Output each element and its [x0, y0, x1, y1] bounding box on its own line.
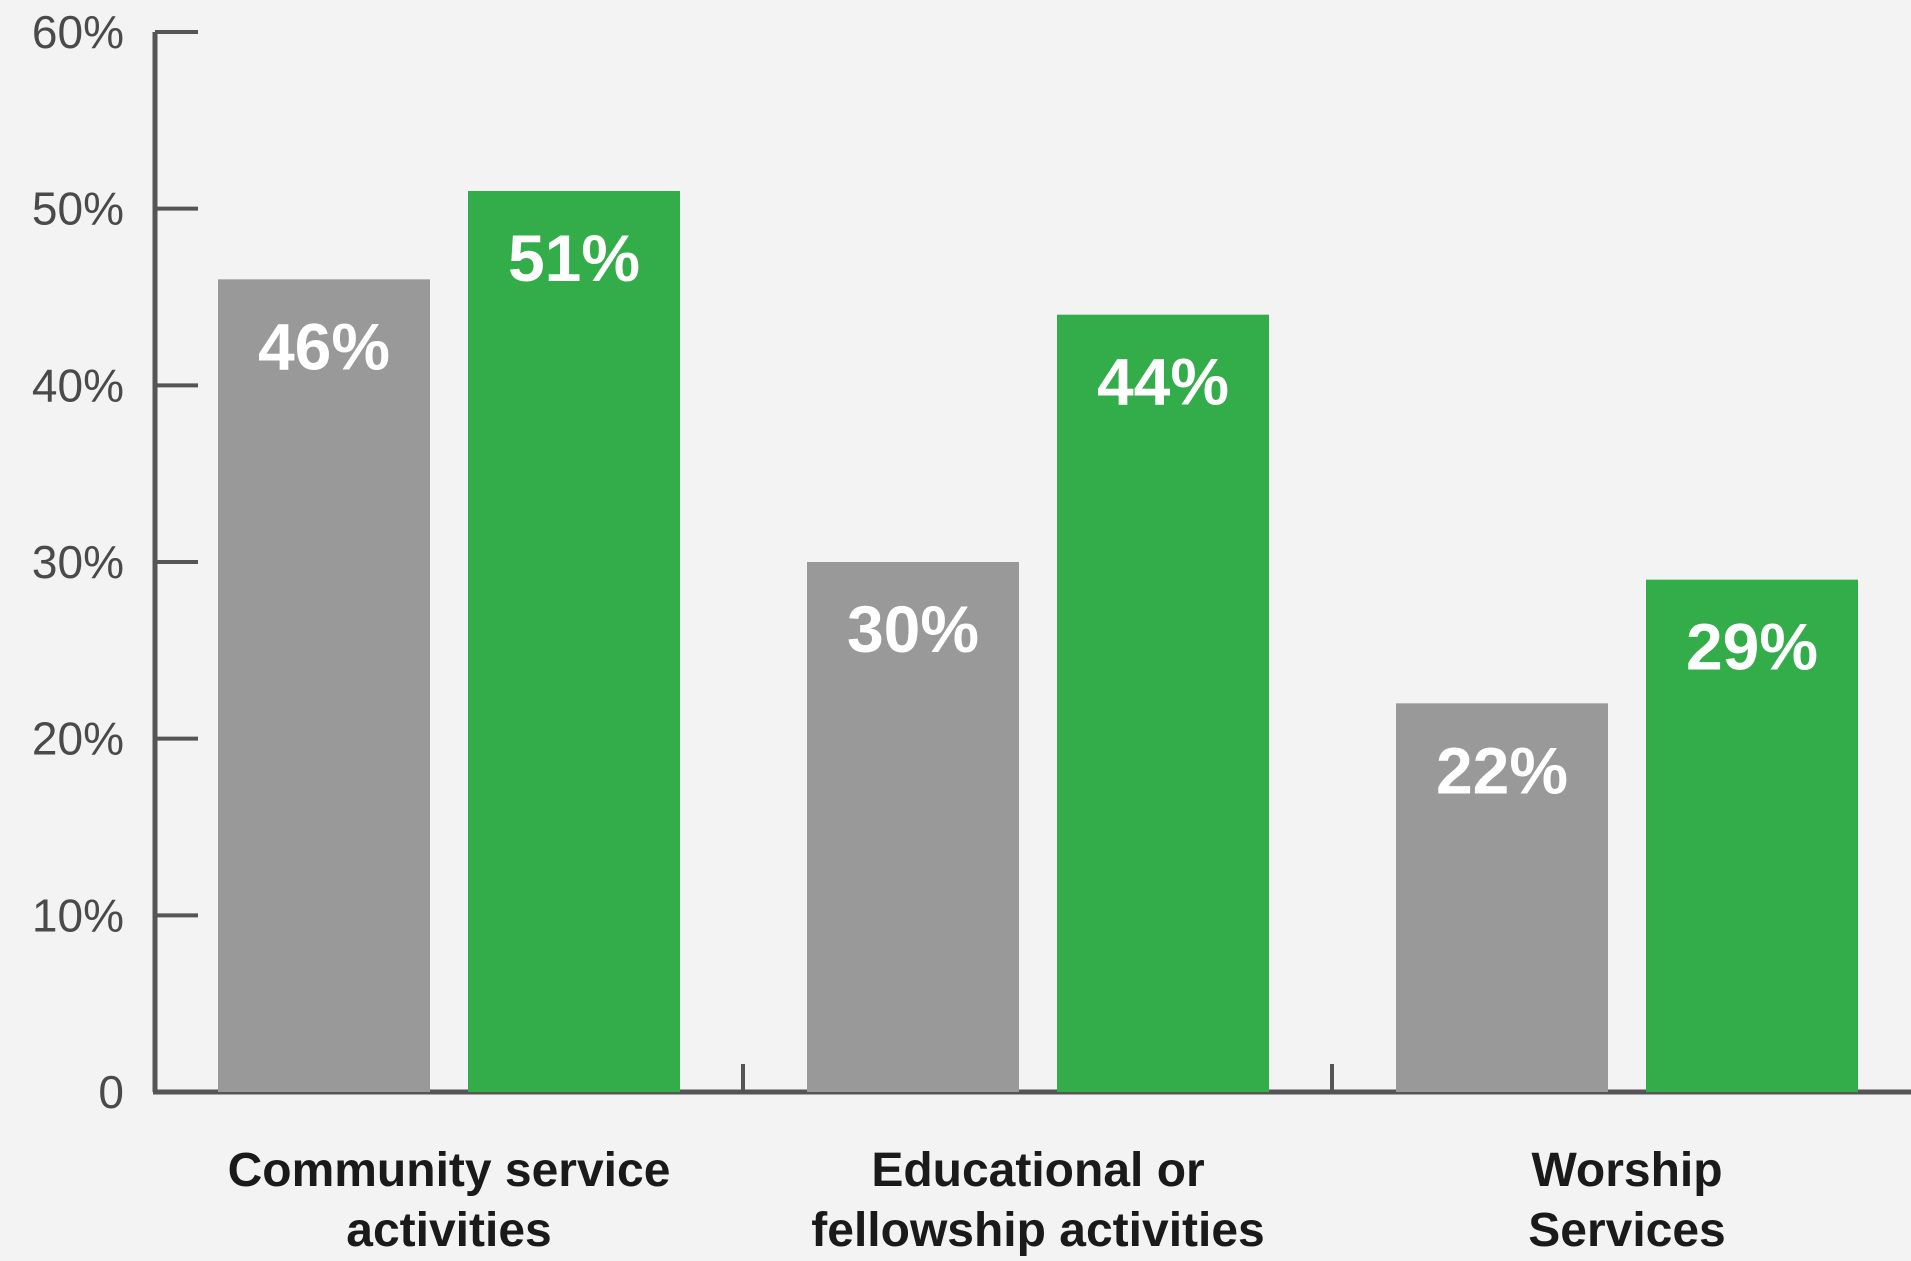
y-tick-label: 50% [32, 183, 124, 235]
data-label: 46% [258, 309, 390, 383]
x-category-label: fellowship activities [811, 1204, 1264, 1257]
category-labels: Community service activities Educational o… [228, 1144, 1726, 1257]
bar [1646, 579, 1858, 1092]
y-tick-label: 20% [32, 713, 124, 765]
bar [807, 562, 1019, 1092]
data-label: 51% [508, 221, 640, 295]
data-label: 22% [1436, 733, 1568, 807]
x-category-label: activities [346, 1204, 551, 1257]
data-label: 29% [1686, 610, 1818, 684]
x-category-label: Services [1528, 1204, 1726, 1257]
data-labels: 46% 51% 30% 44% 22% 29% [258, 221, 1818, 807]
x-category-label: Community service [228, 1144, 671, 1197]
x-category-label: Educational or [871, 1144, 1204, 1197]
bar [1396, 703, 1608, 1092]
y-tick-label: 60% [32, 6, 124, 58]
bars [218, 191, 1858, 1093]
x-axis [153, 1064, 1911, 1095]
bar [468, 191, 680, 1092]
data-label: 30% [847, 592, 979, 666]
y-tick-label: 10% [32, 889, 124, 941]
data-label: 44% [1097, 345, 1229, 419]
x-category-label: Worship [1531, 1144, 1722, 1197]
bar [218, 279, 430, 1092]
y-tick-label: 40% [32, 359, 124, 411]
bar [1057, 314, 1269, 1093]
y-axis: 0 10% 20% 30% 40% 50% 60% [32, 6, 198, 1118]
y-tick-label: 30% [32, 536, 124, 588]
y-tick-label: 0 [98, 1066, 124, 1118]
